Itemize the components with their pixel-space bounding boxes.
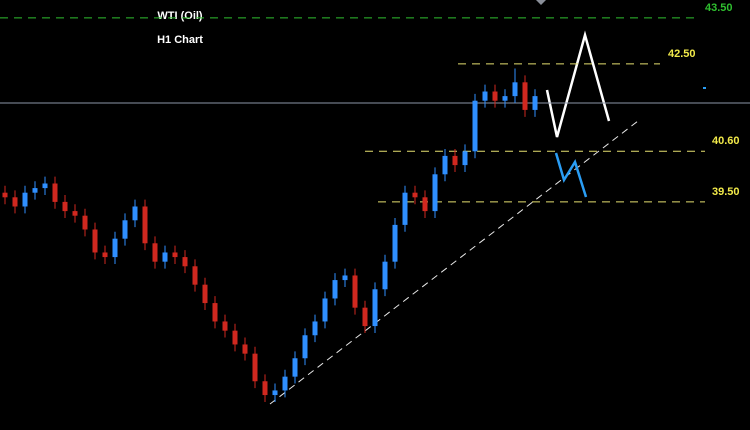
candle-body	[22, 192, 28, 207]
candle-body	[62, 201, 68, 212]
candle-body	[32, 188, 38, 193]
scroll-marker	[536, 0, 546, 5]
candle-body	[212, 303, 218, 322]
candle-body	[162, 252, 168, 262]
candle-body	[82, 215, 88, 230]
candle-body	[222, 321, 228, 331]
candle-body	[252, 353, 258, 382]
candle-body	[472, 100, 478, 152]
candle-body	[12, 197, 18, 207]
marker-dot	[703, 87, 706, 89]
projection-path-alt	[554, 152, 588, 198]
candle-body	[402, 192, 408, 225]
candle-body	[392, 224, 398, 262]
candle-body	[502, 96, 508, 101]
candle-body	[182, 257, 188, 267]
candle-body	[512, 82, 518, 97]
candle-body	[52, 183, 58, 202]
candle-body	[112, 238, 118, 258]
candle-body	[342, 275, 348, 281]
candle-body	[382, 261, 388, 290]
candle-body	[292, 358, 298, 377]
candle-body	[322, 298, 328, 322]
candle-body	[92, 229, 98, 253]
chart-title: WTI (Oil)	[157, 10, 203, 22]
candle-body	[362, 307, 368, 327]
candle-body	[272, 390, 278, 396]
candle-body	[432, 174, 438, 212]
candle-body	[122, 220, 128, 239]
level-label: 40.60	[712, 135, 740, 147]
candle-body	[42, 183, 48, 189]
candle-body	[192, 266, 198, 285]
candle-body	[202, 284, 208, 304]
candle-body	[372, 289, 378, 327]
candle-body	[152, 243, 158, 262]
candle-body	[492, 91, 498, 101]
candle-body	[412, 192, 418, 198]
candle-body	[72, 211, 78, 216]
candle-body	[282, 376, 288, 391]
projection-path	[545, 30, 611, 138]
candle-body	[142, 206, 148, 244]
candle-body	[352, 275, 358, 308]
candle-body	[442, 155, 448, 175]
level-label: 42.50	[668, 48, 696, 60]
level-label: 43.50	[705, 2, 733, 14]
candle-body	[102, 252, 108, 258]
candle-body	[452, 155, 458, 166]
candle-body	[242, 344, 248, 354]
candle-body	[172, 252, 178, 258]
candle-body	[522, 82, 528, 110]
candle-body	[302, 335, 308, 359]
candle-body	[532, 96, 538, 110]
candle-body	[262, 381, 268, 396]
candle-body	[312, 321, 318, 336]
candle-body	[332, 280, 338, 299]
candle-body	[132, 206, 138, 221]
level-label: 39.50	[712, 186, 740, 198]
candle-body	[462, 151, 468, 166]
candle-body	[232, 330, 238, 345]
candle-body	[482, 91, 488, 101]
candle-body	[422, 197, 428, 212]
candle-body	[2, 192, 8, 198]
chart-subtitle: H1 Chart	[157, 34, 203, 46]
